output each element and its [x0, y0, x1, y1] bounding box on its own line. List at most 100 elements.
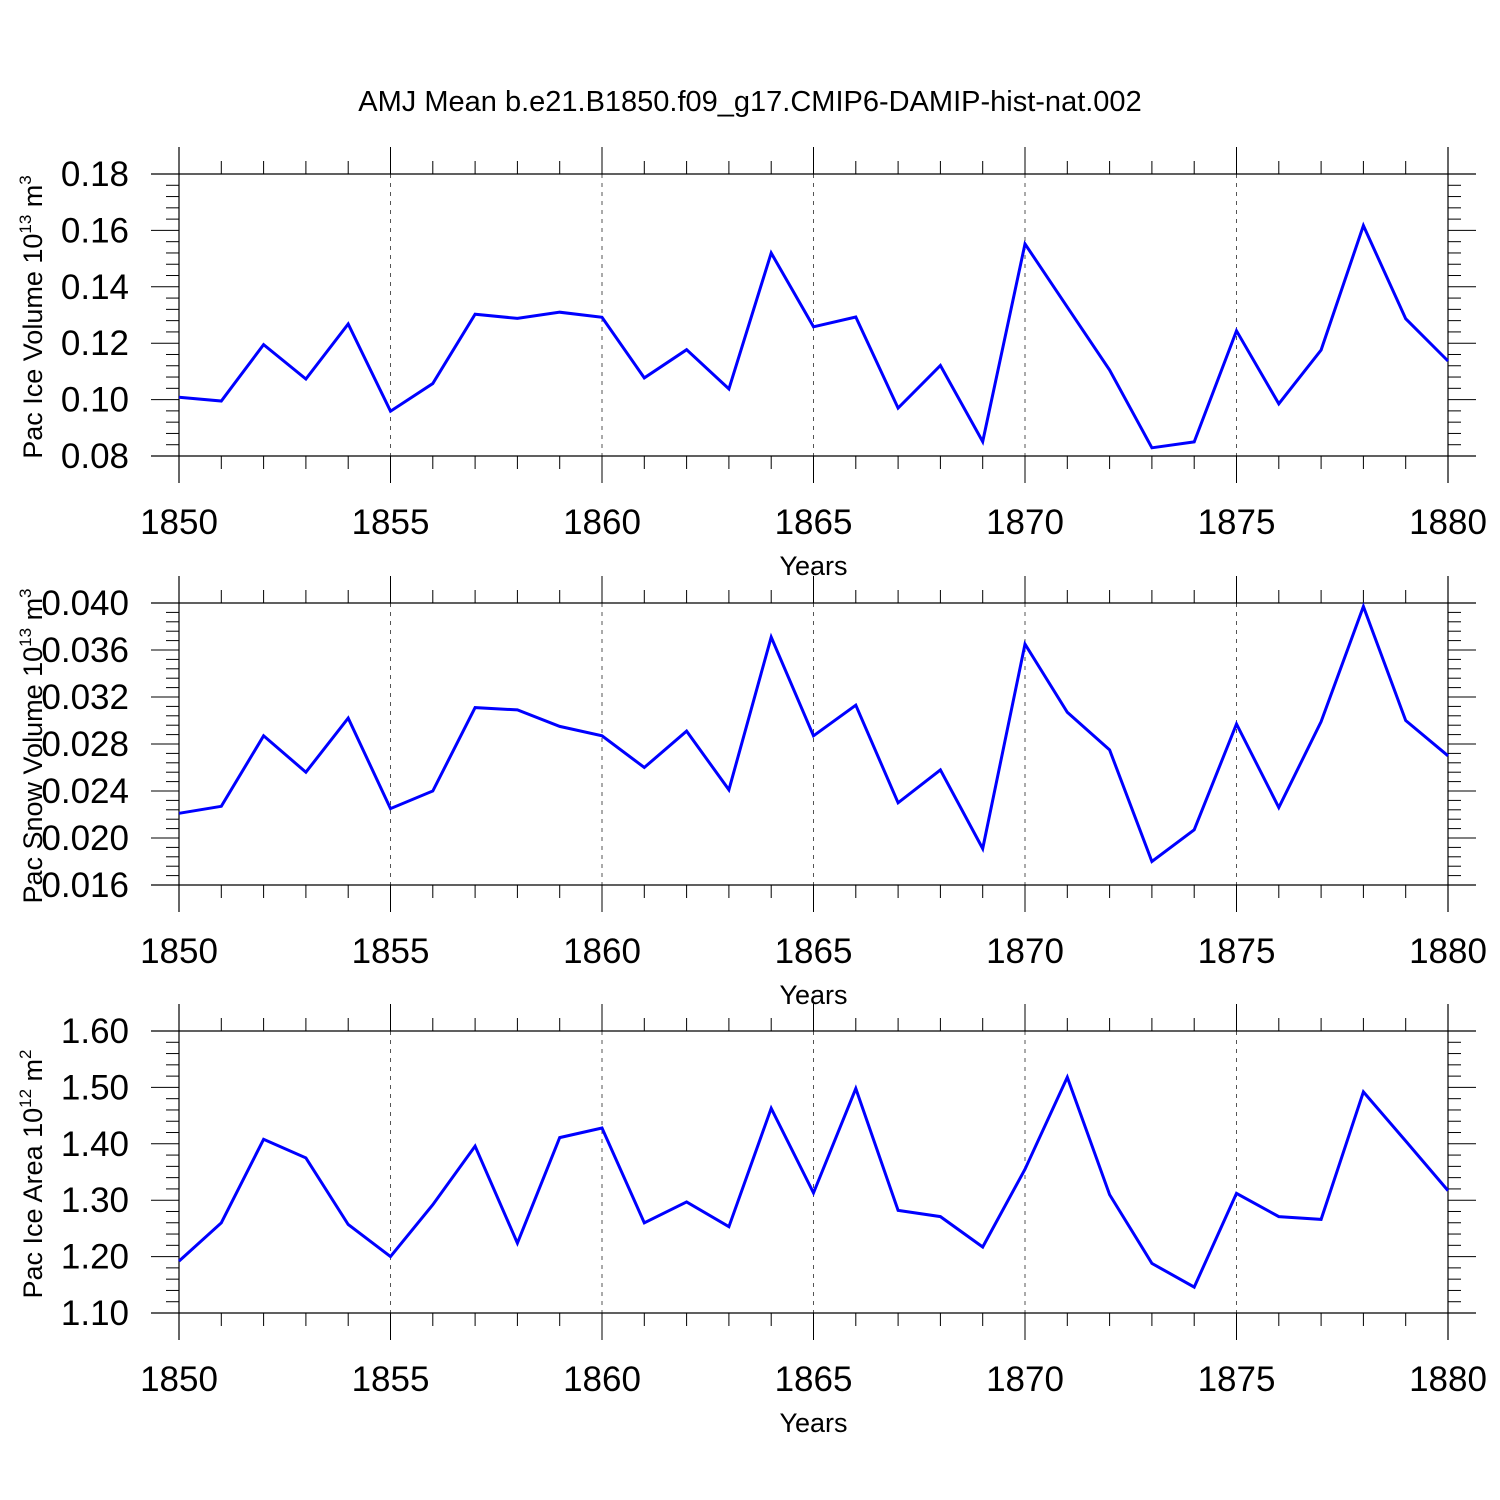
x-tick-label: 1850: [140, 503, 218, 542]
y-axis-label: Pac Ice Area 1012 m2: [16, 1049, 48, 1298]
data-point: [770, 1107, 773, 1110]
data-point: [1447, 359, 1450, 362]
data-point: [389, 1255, 392, 1258]
data-point: [220, 400, 223, 403]
x-tick-label: 1875: [1198, 503, 1276, 542]
chart-title: AMJ Mean b.e21.B1850.f09_g17.CMIP6-DAMIP…: [358, 86, 1141, 118]
y-tick-label: 0.08: [61, 437, 129, 476]
x-tick-label: 1880: [1409, 1360, 1487, 1399]
data-point: [939, 1215, 942, 1218]
series-line: [178, 221, 1450, 450]
data-point: [1235, 1192, 1238, 1195]
data-point: [770, 636, 773, 639]
x-tick-label: 1865: [775, 1360, 853, 1399]
y-tick-label: 0.10: [61, 381, 129, 420]
data-point: [516, 708, 519, 711]
data-point: [1150, 1262, 1153, 1265]
panel-1: 0.08 0.10 0.12 0.14 0.16 0.18 1850 1855 1860 1865…: [16, 147, 1487, 581]
data-point: [1235, 723, 1238, 726]
data-point: [431, 1203, 434, 1206]
x-tick-label: 1870: [986, 932, 1064, 971]
data-point: [643, 1221, 646, 1224]
data-point: [939, 364, 942, 367]
data-point: [220, 1221, 223, 1224]
data-point: [1320, 348, 1323, 351]
data-point: [1066, 711, 1069, 714]
x-tick-label: 1865: [775, 932, 853, 971]
data-point: [474, 1145, 477, 1148]
x-tick-label: 1855: [352, 503, 430, 542]
data-point: [1150, 446, 1153, 449]
data-point: [939, 768, 942, 771]
data-point: [1447, 754, 1450, 757]
y-tick-label: 0.036: [41, 631, 129, 670]
data-point: [897, 801, 900, 804]
data-point: [601, 1127, 604, 1130]
data-point: [812, 1191, 815, 1194]
data-point: [558, 725, 561, 728]
y-tick-label: 0.12: [61, 324, 129, 363]
y-tick-label: 0.024: [41, 772, 129, 811]
data-point: [262, 1138, 265, 1141]
data-point: [178, 1260, 181, 1263]
data-point: [389, 410, 392, 413]
data-point: [516, 317, 519, 320]
y-tick-label: 1.40: [61, 1125, 129, 1164]
data-point: [1150, 860, 1153, 863]
data-point: [304, 1156, 307, 1159]
data-point: [1404, 317, 1407, 320]
data-point: [347, 323, 350, 326]
data-point: [516, 1242, 519, 1245]
series-line: [178, 602, 1449, 864]
data-point: [601, 734, 604, 737]
data-point: [1108, 748, 1111, 751]
data-point: [1277, 806, 1280, 809]
panel-2: 0.016 0.020 0.024 0.028 0.032 0.036 0.040 1850 1…: [16, 576, 1487, 1010]
x-tick-label: 1880: [1409, 932, 1487, 971]
data-point: [558, 311, 561, 314]
data-point: [474, 313, 477, 316]
data-point: [981, 440, 984, 443]
data-point: [262, 343, 265, 346]
y-axis-label: Pac Snow Volume 1013 m3: [16, 588, 48, 903]
data-point: [1362, 605, 1365, 608]
data-point: [1447, 1189, 1450, 1192]
x-tick-label: 1855: [352, 932, 430, 971]
y-tick-label: 1.50: [61, 1068, 129, 1107]
x-tick-label: 1860: [563, 932, 641, 971]
x-tick-label: 1870: [986, 1360, 1064, 1399]
data-point: [1193, 828, 1196, 831]
y-tick-label: 0.016: [41, 866, 129, 905]
data-point: [854, 704, 857, 707]
data-point: [1024, 242, 1027, 245]
x-tick-label: 1875: [1198, 932, 1276, 971]
data-point: [1277, 402, 1280, 405]
y-tick-label: 1.10: [61, 1294, 129, 1333]
data-point: [304, 378, 307, 381]
data-point: [1235, 329, 1238, 332]
data-point: [1024, 1168, 1027, 1171]
x-tick-label: 1860: [563, 1360, 641, 1399]
data-point: [178, 812, 181, 815]
data-point: [347, 717, 350, 720]
x-tick-label: 1865: [775, 503, 853, 542]
data-point: [262, 734, 265, 737]
x-tick-label: 1870: [986, 503, 1064, 542]
data-point: [1404, 1139, 1407, 1142]
x-tick-label: 1875: [1198, 1360, 1276, 1399]
x-tick-label: 1860: [563, 503, 641, 542]
series-line: [177, 1073, 1450, 1290]
data-point: [727, 1225, 730, 1228]
data-point: [1066, 1076, 1069, 1079]
data-point: [1404, 719, 1407, 722]
data-point: [854, 1087, 857, 1090]
data-point: [474, 706, 477, 709]
data-point: [220, 805, 223, 808]
data-point: [431, 790, 434, 793]
data-point: [1362, 1090, 1365, 1093]
y-tick-label: 0.16: [61, 211, 129, 250]
data-point: [1066, 306, 1069, 309]
panels: 0.08 0.10 0.12 0.14 0.16 0.18 1850 1855 1860 1865…: [16, 147, 1487, 1438]
